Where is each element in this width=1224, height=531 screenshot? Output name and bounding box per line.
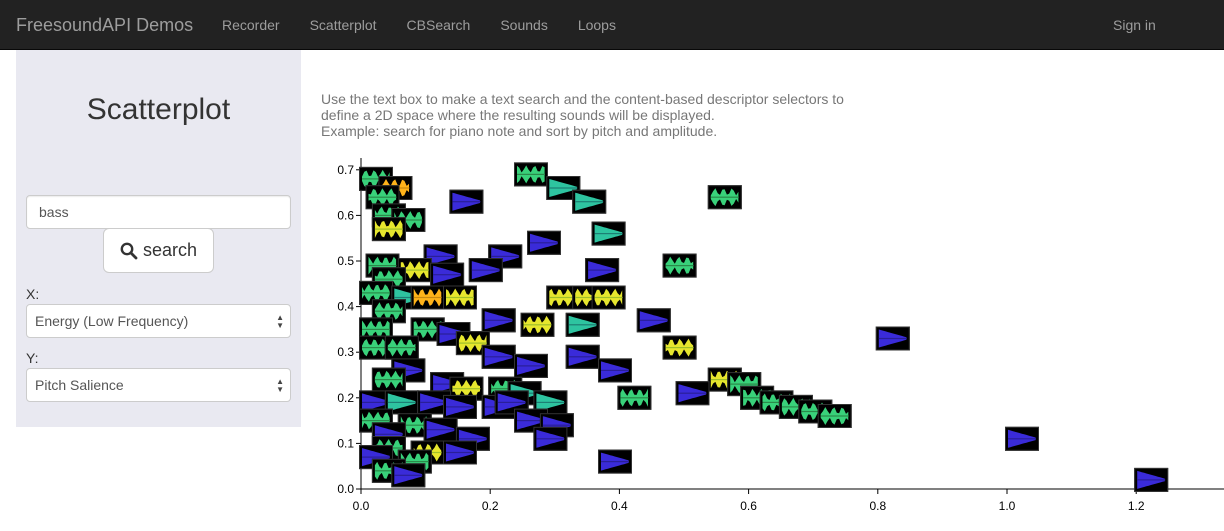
search-button-label: search: [142, 240, 198, 260]
sound-thumbnail[interactable]: [423, 417, 458, 442]
sound-thumbnail[interactable]: [443, 285, 477, 310]
sound-thumbnail[interactable]: [514, 162, 548, 187]
sound-thumbnail[interactable]: [481, 344, 516, 369]
sound-thumbnail[interactable]: [527, 230, 561, 255]
y-tick-label: 0.5: [337, 254, 354, 268]
sound-thumbnail[interactable]: [591, 285, 626, 310]
sound-thumbnail[interactable]: [565, 312, 600, 337]
nav-items: Recorder Scatterplot CBSearch Sounds Loo…: [207, 0, 631, 50]
sound-thumbnail[interactable]: [410, 285, 445, 310]
y-descriptor-select[interactable]: Pitch Salience ▲ ▼: [26, 368, 291, 402]
sound-thumbnail[interactable]: [875, 326, 910, 351]
y-tick-label: 0.1: [337, 436, 354, 450]
scatterplot: 0.0 0.2 0.4 0.6 0.8 1.0 1.2 0.0 0.1 0.2 0.3 0.4 0.5 0…: [337, 158, 1224, 513]
sound-thumbnail[interactable]: [430, 262, 465, 287]
sound-thumbnail[interactable]: [417, 390, 452, 415]
page-title: Scatterplot: [86, 93, 231, 126]
y-tick-label: 0.0: [337, 482, 354, 496]
x-axis-label: X:: [26, 286, 40, 302]
x-tick-label: 0.4: [611, 499, 628, 513]
sound-thumbnail[interactable]: [591, 221, 626, 246]
sound-thumbnail[interactable]: [636, 308, 671, 333]
sound-thumbnail[interactable]: [371, 367, 406, 392]
select-arrows-icon: ▲ ▼: [276, 377, 284, 394]
sound-thumbnail[interactable]: [481, 308, 516, 333]
sound-thumbnail[interactable]: [533, 426, 568, 451]
sound-thumbnail[interactable]: [443, 440, 477, 465]
y-tick-label: 0.6: [337, 208, 354, 222]
y-axis-label: Y:: [26, 350, 39, 366]
nav-item-cbsearch[interactable]: CBSearch: [406, 17, 471, 33]
y-tick-label: 0.2: [337, 391, 354, 405]
sidebar: Scatterplot search X: Energy (Low Freque…: [16, 50, 301, 427]
x-tick-label: 0.2: [482, 499, 499, 513]
sound-thumbnail[interactable]: [572, 189, 607, 214]
y-tick-label: 0.7: [337, 163, 354, 177]
sound-thumbnail[interactable]: [443, 394, 477, 419]
sound-thumbnail[interactable]: [520, 312, 555, 337]
search-button[interactable]: search: [103, 228, 214, 273]
x-descriptor-select[interactable]: Energy (Low Frequency) ▲ ▼: [26, 304, 291, 338]
sound-thumbnail[interactable]: [1005, 426, 1039, 451]
select-arrows-icon: ▲ ▼: [276, 313, 284, 330]
nav-item-recorder[interactable]: Recorder: [222, 17, 280, 33]
sound-thumbnail[interactable]: [662, 335, 697, 360]
sound-thumbnail[interactable]: [585, 258, 620, 283]
y-descriptor-value: Pitch Salience: [35, 377, 124, 393]
sound-thumbnail[interactable]: [662, 253, 697, 278]
sound-thumbnail[interactable]: [598, 358, 632, 383]
x-tick-label: 0.8: [869, 499, 886, 513]
sound-thumbnail[interactable]: [565, 344, 600, 369]
sound-thumbnail[interactable]: [371, 217, 406, 242]
search-icon: [120, 242, 138, 259]
x-tick-label: 0.0: [353, 499, 370, 513]
sound-thumbnail[interactable]: [707, 185, 742, 210]
sound-thumbnail[interactable]: [675, 381, 710, 406]
sound-thumbnail[interactable]: [514, 353, 548, 378]
sound-thumbnail[interactable]: [598, 449, 632, 474]
y-tick-label: 0.3: [337, 345, 354, 359]
x-tick-label: 1.0: [999, 499, 1016, 513]
sign-in-link[interactable]: Sign in: [1113, 17, 1156, 33]
search-input[interactable]: [26, 195, 291, 229]
intro-line: Example: search for piano note and sort …: [321, 123, 718, 139]
intro-text: Use the text box to make a text search a…: [321, 91, 881, 139]
sound-thumbnail[interactable]: [384, 335, 419, 360]
sound-thumbnail[interactable]: [1134, 467, 1169, 492]
intro-line: define a 2D space where the resulting so…: [321, 107, 715, 123]
x-tick-label: 1.2: [1128, 499, 1145, 513]
navbar: FreesoundAPI Demos Recorder Scatterplot …: [0, 0, 1224, 50]
sound-thumbnail[interactable]: [449, 189, 484, 214]
sound-thumbnail[interactable]: [617, 385, 652, 410]
sound-thumbnail[interactable]: [817, 404, 852, 428]
sound-thumbnail[interactable]: [468, 258, 503, 283]
x-descriptor-value: Energy (Low Frequency): [35, 313, 189, 329]
intro-line: Use the text box to make a text search a…: [321, 91, 844, 107]
sound-thumbnail[interactable]: [391, 463, 426, 488]
x-tick-label: 0.6: [740, 499, 757, 513]
brand-link[interactable]: FreesoundAPI Demos: [16, 15, 194, 35]
y-tick-label: 0.4: [337, 300, 354, 314]
nav-item-loops[interactable]: Loops: [577, 17, 616, 33]
nav-item-sounds[interactable]: Sounds: [500, 17, 548, 33]
nav-item-scatterplot[interactable]: Scatterplot: [309, 17, 377, 33]
